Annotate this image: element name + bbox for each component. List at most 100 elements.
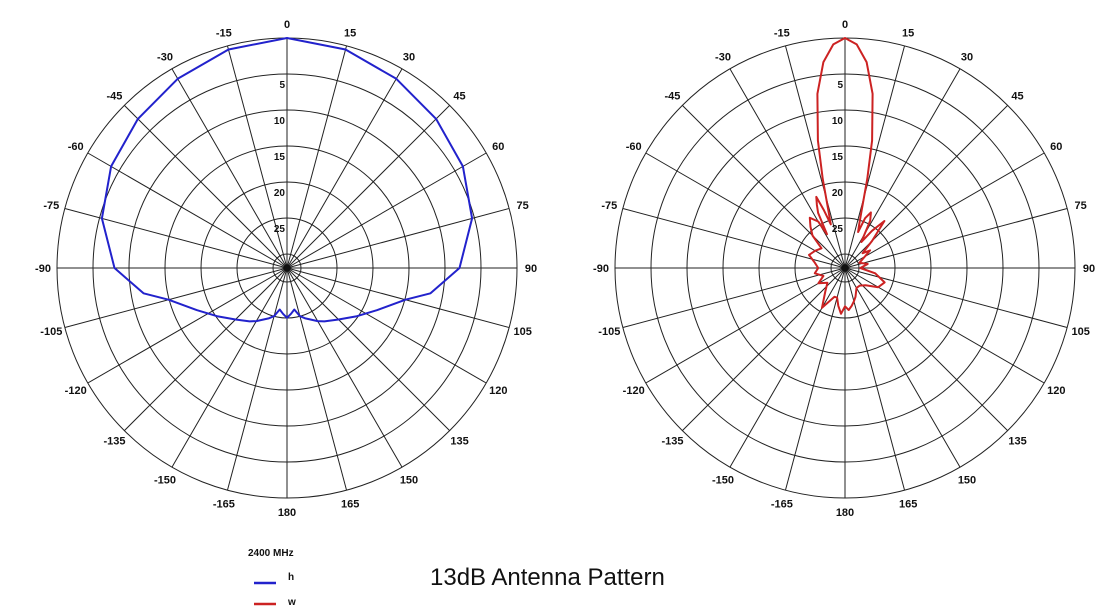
angle-tick-label: -30 <box>715 52 731 64</box>
grid-spoke <box>844 267 1068 329</box>
grid-spoke <box>844 267 1045 384</box>
angle-tick-label: 0 <box>284 19 290 31</box>
grid-spoke <box>286 267 510 329</box>
legend: 2400 MHz h w <box>248 548 296 608</box>
angle-tick-label: 15 <box>902 27 914 39</box>
radial-tick-label: 15 <box>832 152 844 163</box>
grid-spoke <box>124 267 288 431</box>
grid-spoke <box>286 267 348 491</box>
angle-tick-label: -60 <box>626 141 642 153</box>
angle-tick-label: -45 <box>665 90 681 102</box>
radial-tick-label: 25 <box>832 224 844 235</box>
grid-spoke <box>286 45 348 269</box>
grid-spoke <box>622 207 846 269</box>
angle-tick-label: 120 <box>1047 385 1065 397</box>
radial-tick-label: 25 <box>274 224 286 235</box>
angle-tick-label: 90 <box>525 263 537 275</box>
grid-spoke <box>844 267 906 491</box>
angle-tick-label: 0 <box>842 19 848 31</box>
grid-spoke <box>682 105 846 269</box>
angle-tick-label: -60 <box>68 141 84 153</box>
angle-tick-label: 180 <box>278 507 296 519</box>
angle-tick-label: 30 <box>403 52 415 64</box>
angle-tick-label: 75 <box>517 200 529 212</box>
grid-spoke <box>844 267 1008 431</box>
grid-spoke <box>784 45 846 269</box>
radial-tick-label: 20 <box>832 188 844 199</box>
angle-tick-label: 150 <box>958 474 976 486</box>
center-point <box>841 264 849 272</box>
angle-tick-label: 135 <box>1008 436 1026 448</box>
angle-tick-label: -90 <box>35 263 51 275</box>
angle-tick-label: -105 <box>598 326 620 338</box>
grid-spoke <box>171 267 288 468</box>
radial-tick-label: 5 <box>837 80 843 91</box>
grid-spoke <box>286 68 403 269</box>
angle-tick-label: 30 <box>961 52 973 64</box>
angle-tick-label: -120 <box>623 385 645 397</box>
angle-tick-label: 45 <box>1011 90 1023 102</box>
angle-tick-label: 60 <box>1050 141 1062 153</box>
grid-spoke <box>622 267 846 329</box>
chart-title: 13dB Antenna Pattern <box>430 564 665 591</box>
angle-tick-label: -15 <box>774 27 790 39</box>
radial-tick-label: 10 <box>274 116 286 127</box>
polar-chart-w: 0153045607590105120135150165180-165-150-… <box>593 19 1095 519</box>
angle-tick-label: -135 <box>103 436 125 448</box>
radial-tick-label: 20 <box>274 188 286 199</box>
legend-label-w: w <box>287 597 296 608</box>
grid-spoke <box>226 267 288 491</box>
grid-spoke <box>844 45 906 269</box>
angle-tick-label: -105 <box>40 326 62 338</box>
angle-tick-label: -45 <box>107 90 123 102</box>
angle-tick-label: -75 <box>43 200 59 212</box>
grid-spoke <box>645 267 846 384</box>
angle-tick-label: 150 <box>400 474 418 486</box>
grid-spoke <box>844 152 1045 269</box>
grid-spoke <box>124 105 288 269</box>
grid-spoke <box>64 267 288 329</box>
series-trace-h <box>100 37 474 323</box>
grid-spoke <box>87 152 288 269</box>
grid-spoke <box>844 207 1068 269</box>
polar-chart-h: 0153045607590105120135150165180-165-150-… <box>35 19 537 519</box>
grid-spoke <box>844 267 961 468</box>
radial-tick-label: 5 <box>279 80 285 91</box>
grid-spoke <box>286 267 450 431</box>
grid-spoke <box>729 68 846 269</box>
angle-tick-label: 165 <box>341 499 359 511</box>
angle-tick-label: -165 <box>213 499 235 511</box>
grid-spoke <box>226 45 288 269</box>
angle-tick-label: 120 <box>489 385 507 397</box>
angle-tick-label: 45 <box>453 90 465 102</box>
angle-tick-label: -150 <box>712 474 734 486</box>
angle-tick-label: -15 <box>216 27 232 39</box>
angle-tick-label: -135 <box>661 436 683 448</box>
grid-spoke <box>286 267 487 384</box>
angle-tick-label: -120 <box>65 385 87 397</box>
grid-spoke <box>87 267 288 384</box>
grid-spoke <box>645 152 846 269</box>
grid-spoke <box>729 267 846 468</box>
grid-spoke <box>286 152 487 269</box>
angle-tick-label: 135 <box>450 436 468 448</box>
grid-spoke <box>784 267 846 491</box>
grid-spoke <box>286 267 403 468</box>
angle-tick-label: -30 <box>157 52 173 64</box>
angle-tick-label: 180 <box>836 507 854 519</box>
angle-tick-label: -165 <box>771 499 793 511</box>
legend-label-h: h <box>288 572 294 583</box>
grid-spoke <box>682 267 846 431</box>
angle-tick-label: 90 <box>1083 263 1095 275</box>
radial-tick-label: 15 <box>274 152 286 163</box>
center-point <box>283 264 291 272</box>
series-trace-w <box>808 37 886 315</box>
radial-tick-label: 10 <box>832 116 844 127</box>
angle-tick-label: -75 <box>601 200 617 212</box>
angle-tick-label: 105 <box>514 326 532 338</box>
angle-tick-label: 165 <box>899 499 917 511</box>
angle-tick-label: 75 <box>1075 200 1087 212</box>
angle-tick-label: 60 <box>492 141 504 153</box>
angle-tick-label: -150 <box>154 474 176 486</box>
